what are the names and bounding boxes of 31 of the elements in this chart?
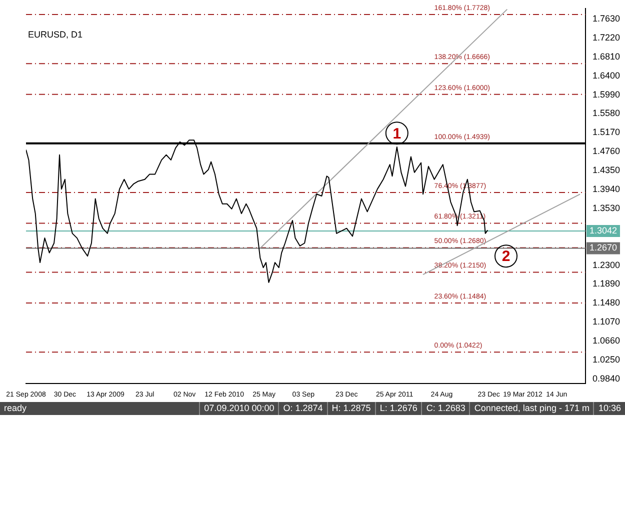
y-tick-label: 1.6810: [592, 51, 620, 62]
ref-line-label: 1.3042: [589, 226, 618, 236]
y-tick-label: 1.7630: [592, 14, 620, 24]
y-tick-label: 0.9840: [592, 373, 620, 384]
ref-line-label: 1.2670: [589, 242, 618, 253]
annotation: 2: [502, 248, 510, 266]
text: L: 1.2676: [374, 402, 422, 415]
text: 07.09.2010 00:00: [199, 402, 278, 415]
text: EURUSD, D1: [28, 29, 83, 40]
text: C: 1.2683: [421, 402, 470, 415]
y-tick-label: 1.0660: [592, 336, 620, 346]
text: Connected, last ping - 171 m: [469, 402, 594, 415]
text: H: 1.2875: [326, 402, 375, 415]
y-tick-label: 1.1070: [592, 316, 620, 327]
y-tick-label: 1.3530: [592, 202, 620, 213]
y-tick-label: 1.3940: [592, 184, 620, 194]
y-tick-label: 1.4760: [592, 146, 620, 156]
y-tick-label: 1.5580: [592, 108, 620, 118]
y-tick-label: 1.5990: [592, 89, 620, 100]
y-tick-label: 1.5170: [592, 127, 620, 138]
y-tick-label: 1.7220: [592, 32, 620, 42]
y-tick-label: 1.1480: [592, 298, 620, 308]
y-tick-label: 1.6400: [592, 70, 620, 80]
y-tick-label: 1.1890: [592, 278, 620, 289]
text: O: 1.2874: [278, 402, 327, 415]
y-tick-label: 1.0250: [592, 354, 620, 365]
y-tick-label: 1.4350: [592, 165, 620, 176]
text: 10:36: [593, 402, 625, 415]
y-tick-label: 1.2300: [592, 260, 620, 270]
text: ready: [3, 402, 28, 415]
annotation: 1: [392, 125, 402, 142]
